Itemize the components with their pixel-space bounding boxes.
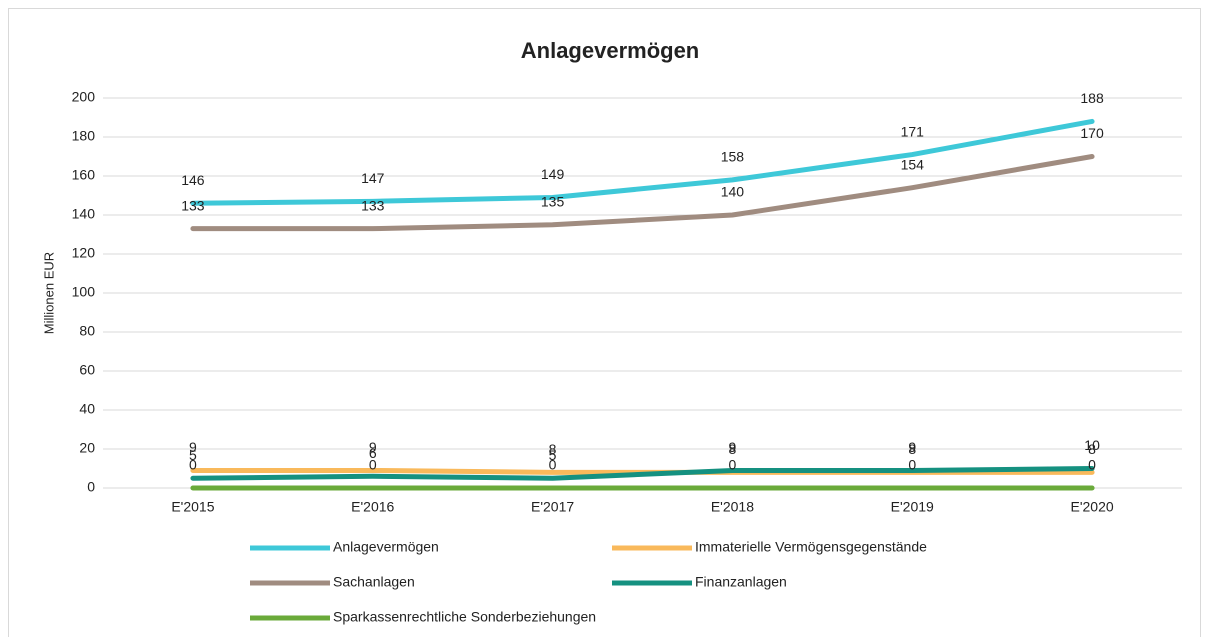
y-tick-label: 80 [79,323,95,339]
data-label: 147 [361,170,385,186]
y-tick-label: 60 [79,362,95,378]
data-label: 0 [189,457,197,473]
x-tick-label: E'2018 [711,499,754,515]
series-line [190,118,1095,206]
data-label: 9 [908,439,916,455]
data-label: 133 [181,197,205,213]
legend-label: Anlagevermögen [333,539,439,555]
data-label: 154 [901,156,925,172]
data-label: 8 [549,441,557,457]
data-label: 0 [729,457,737,473]
data-label: 171 [901,123,925,139]
legend-label: Sparkassenrechtliche Sonderbeziehungen [333,609,596,625]
data-label: 8 [729,441,737,457]
data-label: 0 [549,457,557,473]
y-tick-label: 20 [79,440,95,456]
chart-border [8,8,1201,642]
x-tick-label: E'2017 [531,499,574,515]
chart-title: Anlagevermögen [521,38,700,63]
y-tick-label: 200 [72,89,96,105]
y-tick-label: 160 [72,167,96,183]
data-label: 8 [908,441,916,457]
data-label: 170 [1080,125,1104,141]
data-label: 140 [721,184,745,200]
legend-label: Finanzanlagen [695,574,787,590]
data-label: 5 [189,447,197,463]
data-label: 9 [729,439,737,455]
y-tick-label: 40 [79,401,95,417]
data-label: 135 [541,193,565,209]
x-tick-label: E'2019 [891,499,934,515]
x-tick-label: E'2015 [171,499,214,515]
series-line [190,154,1095,232]
data-label: 133 [361,197,385,213]
series-line [190,466,1095,481]
data-label: 0 [908,457,916,473]
data-label: 188 [1080,90,1104,106]
data-label: 8 [1088,441,1096,457]
legend-label: Sachanlagen [333,574,415,590]
data-label: 0 [369,457,377,473]
data-label: 0 [1088,457,1096,473]
x-tick-label: E'2016 [351,499,394,515]
x-tick-label: E'2020 [1071,499,1114,515]
data-label: 149 [541,166,565,182]
y-tick-label: 120 [72,245,96,261]
data-label: 9 [189,439,197,455]
data-label: 9 [369,439,377,455]
y-axis-label: Millionen EUR [41,252,56,334]
data-label: 158 [721,149,745,165]
legend-label: Immaterielle Vermögensgegenstände [695,539,927,555]
data-label: 146 [181,172,205,188]
data-label: 6 [369,445,377,461]
y-tick-label: 100 [72,284,96,300]
y-tick-label: 180 [72,128,96,144]
data-label: 5 [549,447,557,463]
y-tick-label: 140 [72,206,96,222]
data-label: 10 [1084,437,1100,453]
y-tick-label: 0 [87,479,95,495]
